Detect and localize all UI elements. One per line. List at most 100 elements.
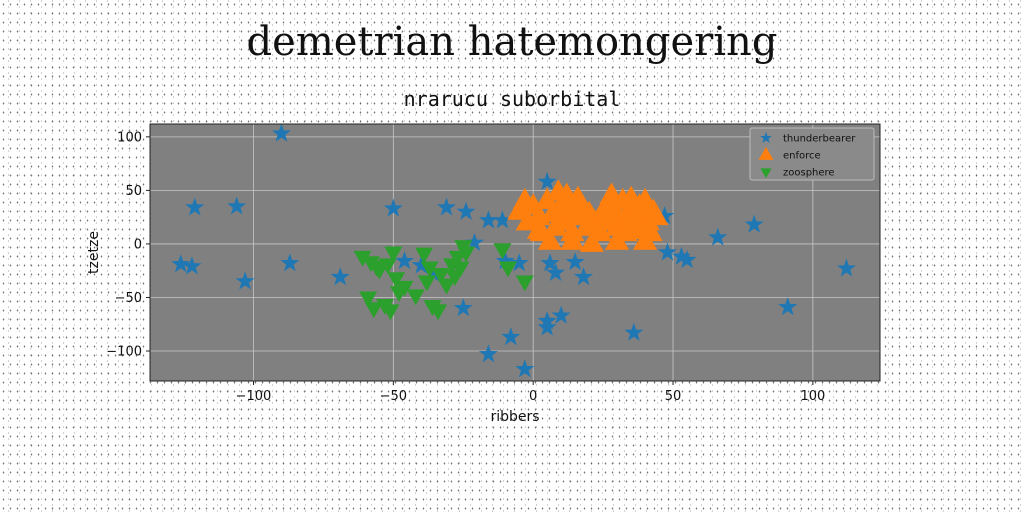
y-tick-label: 100: [117, 130, 142, 145]
data-point: [457, 246, 476, 263]
data-point: [478, 210, 498, 229]
data-point: [478, 344, 498, 363]
data-point: [280, 253, 300, 272]
data-point: [579, 230, 604, 252]
data-point: [456, 201, 476, 220]
data-point: [546, 262, 566, 281]
data-point: [633, 228, 658, 250]
data-point: [537, 317, 557, 336]
data-point: [551, 305, 571, 324]
x-tick-label: 0: [529, 389, 537, 404]
data-point: [420, 261, 439, 278]
x-tick-label: 50: [665, 389, 682, 404]
data-point: [406, 289, 425, 306]
data-point: [778, 297, 798, 316]
data-point: [353, 250, 372, 267]
x-tick-label: −50: [380, 389, 407, 404]
markers: [171, 123, 856, 378]
chart-title: demetrian hatemongering: [246, 19, 778, 65]
data-point: [182, 256, 202, 275]
data-point: [655, 206, 675, 225]
data-point: [330, 267, 350, 286]
data-point: [540, 253, 560, 272]
legend-label: enforce: [783, 151, 821, 162]
data-point: [509, 253, 529, 272]
y-tick-label: 0: [134, 237, 142, 252]
legend-label: zoosphere: [783, 168, 835, 179]
chart-subtitle: nrarucu suborbital: [403, 87, 621, 111]
legend-marker: [760, 131, 772, 144]
data-point: [515, 209, 540, 231]
data-point: [624, 322, 644, 341]
data-point: [619, 185, 644, 207]
data-point: [387, 272, 406, 289]
data-point: [395, 280, 414, 297]
data-point: [429, 304, 448, 321]
x-tick-label: −100: [236, 389, 272, 404]
data-point: [364, 302, 383, 319]
y-tick-label: −50: [115, 291, 142, 306]
data-point: [560, 228, 585, 250]
data-point: [671, 246, 691, 265]
series-thunderbearer: [171, 123, 856, 378]
legend-marker: [760, 168, 772, 179]
data-point: [836, 258, 856, 277]
data-point: [185, 197, 205, 216]
legend-box: [749, 127, 875, 181]
data-point: [464, 232, 484, 251]
y-axis-label: tzetze: [86, 231, 102, 274]
data-point: [436, 197, 456, 216]
data-point: [359, 291, 378, 308]
data-point: [384, 246, 403, 263]
data-point: [515, 275, 534, 292]
ticks: −100 −50 0 50 100 −100 −50 0 50 100: [106, 130, 825, 404]
data-point: [499, 261, 518, 278]
data-point: [437, 278, 456, 295]
y-tick-label: −100: [106, 345, 142, 360]
data-point: [565, 252, 585, 271]
data-point: [453, 298, 473, 317]
data-point: [744, 214, 764, 233]
data-point: [515, 359, 535, 378]
legend: thunderbearer enforce zoosphere: [749, 127, 875, 181]
data-point: [415, 247, 434, 264]
data-point: [708, 227, 728, 246]
data-point: [383, 198, 403, 217]
data-point: [677, 250, 697, 269]
data-point: [565, 185, 590, 207]
legend-label: thunderbearer: [783, 134, 856, 145]
data-point: [501, 327, 521, 346]
y-tick-label: 50: [125, 184, 142, 199]
data-point: [644, 203, 669, 226]
data-point: [227, 196, 247, 215]
data-point: [395, 251, 415, 270]
data-point: [495, 251, 515, 270]
x-axis-label: ribbers: [490, 409, 539, 425]
data-point: [512, 187, 537, 210]
data-point: [605, 228, 630, 250]
plot-frame: [149, 123, 881, 382]
legend-marker: [758, 146, 774, 160]
data-point: [235, 271, 255, 290]
data-point: [370, 263, 389, 280]
series-zoosphere: [353, 240, 534, 321]
data-point: [493, 243, 512, 260]
data-point: [537, 171, 557, 190]
data-point: [492, 210, 512, 229]
data-point: [171, 254, 191, 273]
data-point: [657, 242, 677, 261]
data-point: [417, 275, 436, 292]
data-point: [451, 261, 470, 278]
data-point: [431, 267, 450, 284]
data-point: [546, 179, 571, 201]
data-point: [378, 258, 397, 275]
data-point: [445, 270, 464, 286]
data-point: [381, 304, 400, 321]
data-point: [526, 217, 551, 240]
data-point: [411, 255, 431, 274]
data-point: [271, 123, 291, 142]
data-point: [574, 267, 594, 286]
x-tick-label: 100: [800, 389, 825, 404]
data-point: [537, 228, 562, 250]
